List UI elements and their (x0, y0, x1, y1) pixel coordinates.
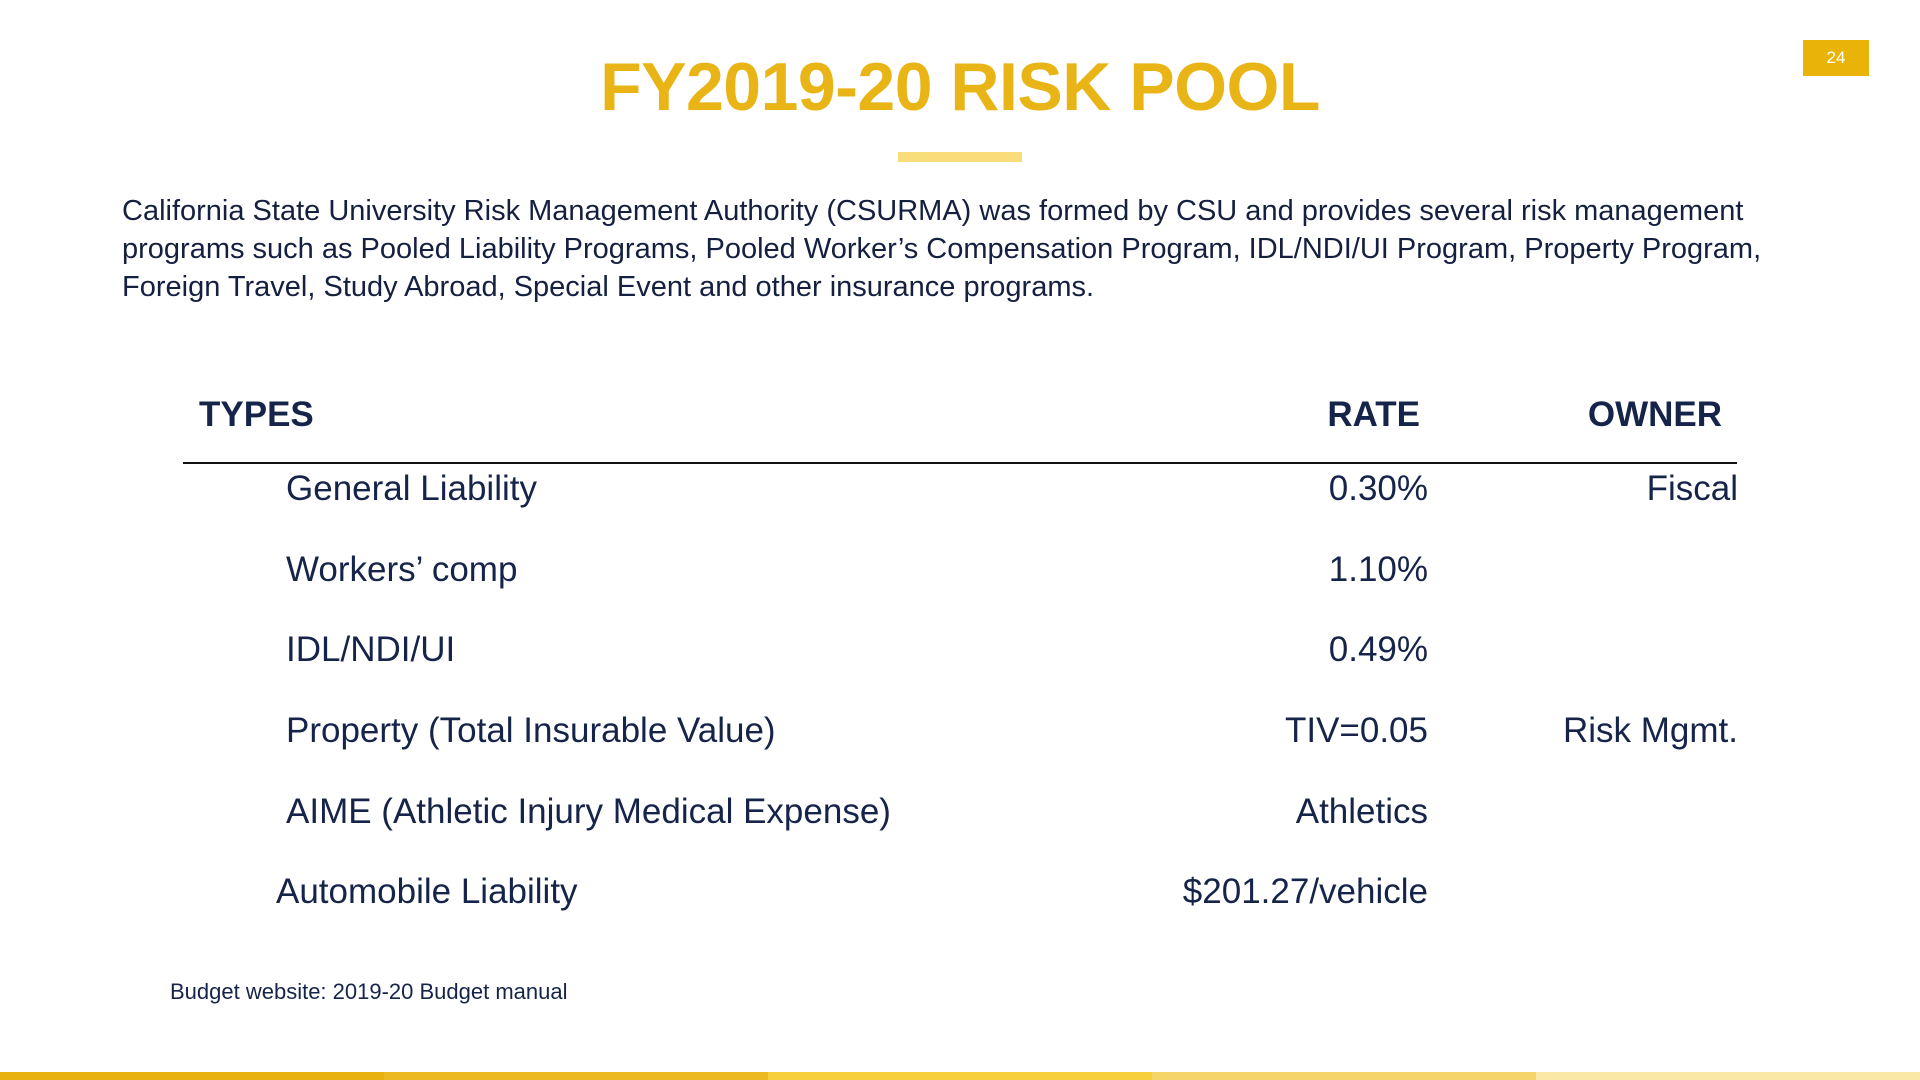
header-rate: RATE (1327, 395, 1420, 434)
table-row: Automobile Liability $201.27/vehicle (0, 872, 1920, 922)
row-owner: Fiscal (1646, 469, 1738, 508)
row-type: Automobile Liability (276, 872, 578, 911)
row-owner: Risk Mgmt. (1563, 711, 1738, 750)
bar-segment (0, 1072, 384, 1080)
table-row: Workers’ comp 1.10% (0, 550, 1920, 600)
bar-segment (1536, 1072, 1920, 1080)
header-owner: OWNER (1587, 395, 1722, 434)
row-type: General Liability (286, 469, 537, 508)
title-underline (898, 152, 1022, 162)
row-type: IDL/NDI/UI (286, 630, 456, 669)
header-types: TYPES (199, 395, 314, 434)
bar-segment (768, 1072, 1152, 1080)
source-footnote: Budget website: 2019-20 Budget manual (170, 979, 568, 1004)
row-rate: Athletics (1295, 792, 1428, 831)
header-divider (183, 462, 1737, 464)
row-rate: $201.27/vehicle (1182, 872, 1428, 911)
bar-segment (384, 1072, 768, 1080)
row-type: Property (Total Insurable Value) (286, 711, 776, 750)
page-number-badge: 24 (1803, 40, 1869, 76)
intro-paragraph: California State University Risk Managem… (122, 195, 1762, 303)
bar-segment (1152, 1072, 1536, 1080)
row-rate: TIV=0.05 (1284, 711, 1428, 750)
row-rate: 1.10% (1328, 550, 1428, 589)
table-row: IDL/NDI/UI 0.49% (0, 630, 1920, 680)
row-rate: 0.30% (1328, 469, 1428, 508)
page-title: FY2019-20 RISK POOL (600, 49, 1320, 125)
table-row: Property (Total Insurable Value) TIV=0.0… (0, 711, 1920, 761)
bottom-color-bar (0, 1072, 1920, 1080)
row-rate: 0.49% (1328, 630, 1428, 669)
table-row: General Liability 0.30% Fiscal (0, 469, 1920, 519)
row-type: AIME (Athletic Injury Medical Expense) (286, 792, 891, 831)
table-row: AIME (Athletic Injury Medical Expense) A… (0, 792, 1920, 842)
row-type: Workers’ comp (286, 550, 518, 589)
